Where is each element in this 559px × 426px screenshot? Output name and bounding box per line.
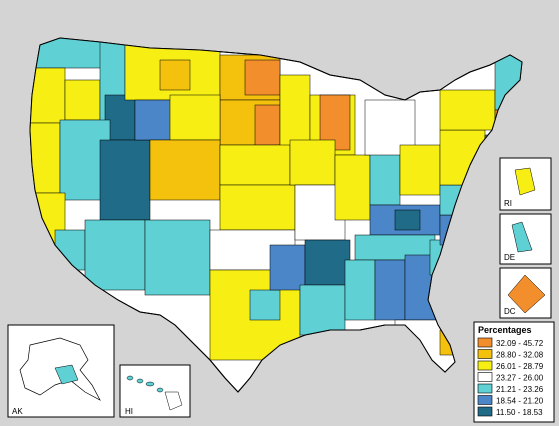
legend-swatch-2 [477,360,493,371]
legend-swatch-0 [477,337,493,348]
de-shape [511,221,533,253]
region-oregon-east [64,79,101,121]
region-montana-central [159,59,191,91]
region-nebraska [219,144,291,186]
legend-label-4: 21.21 - 23.26 [496,385,544,394]
region-iowa [289,139,336,186]
legend-label-1: 28.80 - 32.08 [496,351,544,360]
region-minnesota [279,74,311,151]
region-louisiana [299,284,346,336]
legend-label-2: 26.01 - 28.79 [496,362,544,371]
inset-dc: DC [499,267,552,319]
hawaii-island-3 [145,381,155,387]
region-illinois [334,154,371,221]
legend-label-6: 11.50 - 18.53 [496,408,543,417]
inset-alaska-label: AK [12,407,23,416]
legend-swatch-1 [477,349,493,359]
hawaii-big-island [164,391,183,411]
legend-items: 32.09 - 45.72 28.80 - 32.08 26.01 - 28.79 2… [477,337,544,417]
region-sd-east [254,104,281,146]
hawaii-island-4 [156,387,164,393]
legend-label-0: 32.09 - 45.72 [496,339,544,348]
legend-swatch-3 [477,372,493,382]
legend-label-5: 18.54 - 21.20 [496,397,544,406]
region-ohio [399,144,441,196]
inset-dc-label: DC [504,307,516,316]
region-new-york [439,89,496,131]
region-oregon-coast [30,67,66,124]
region-indiana [369,149,401,206]
region-utah [99,139,151,221]
inset-ri-label: RI [504,199,512,208]
region-mississippi [344,259,376,321]
region-new-mexico [144,219,211,296]
region-wyoming-east [169,94,221,141]
inset-rhode-island: RI [499,157,552,211]
region-texas-east [269,244,306,291]
inset-hawaii-label: HI [125,407,133,416]
inset-delaware: DE [499,213,552,265]
hawaii-island-2 [136,378,144,384]
region-california-north [30,122,61,194]
inset-alaska: AK [7,324,115,418]
legend-swatch-6 [477,406,493,417]
dc-shape [507,274,546,314]
region-texas-central [249,289,281,321]
region-colorado [149,139,221,201]
alaska-region [54,364,79,385]
legend-label-3: 23.27 - 26.00 [496,374,544,383]
ri-shape [514,167,536,196]
inset-de-label: DE [504,253,515,262]
hawaii-island-1 [126,375,134,381]
region-alabama [374,259,406,321]
region-arkansas [304,239,351,286]
legend-title: Percentages [478,325,532,335]
region-nd-east [244,59,281,96]
region-kentucky-east [394,209,421,231]
inset-hawaii: HI [119,364,191,418]
legend: Percentages 32.09 - 45.72 28.80 - 32.08 26… [473,321,555,423]
inset-hawaii-frame [119,364,191,418]
legend-swatch-4 [477,383,493,394]
region-arizona [84,219,146,291]
legend-swatch-5 [477,395,493,405]
region-kansas [219,184,296,231]
